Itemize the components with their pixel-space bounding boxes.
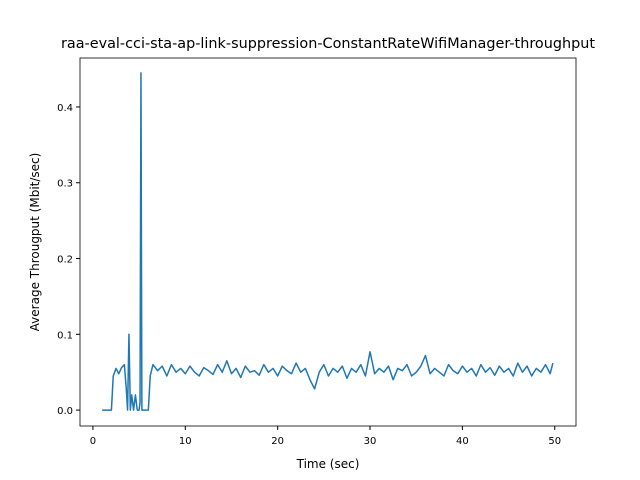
y-axis-label: Average Througput (Mbit/sec) [28, 153, 42, 332]
x-tick-label: 40 [456, 436, 469, 447]
x-tick-label: 20 [271, 436, 284, 447]
x-tick-label: 10 [179, 436, 192, 447]
y-tick-label: 0.3 [57, 179, 73, 190]
data-line [102, 72, 554, 411]
y-tick-label: 0.2 [57, 255, 73, 266]
plot-frame [79, 57, 577, 427]
y-tick-label: 0.4 [57, 103, 73, 114]
y-tick-label: 0.1 [57, 330, 73, 341]
chart-title: raa-eval-cci-sta-ap-link-suppression-Con… [61, 36, 595, 52]
x-tick-label: 30 [364, 436, 377, 447]
x-tick-label: 50 [548, 436, 561, 447]
y-tick-label: 0.0 [57, 406, 73, 417]
x-axis-label: Time (sec) [296, 457, 360, 471]
x-tick-label: 0 [90, 436, 96, 447]
